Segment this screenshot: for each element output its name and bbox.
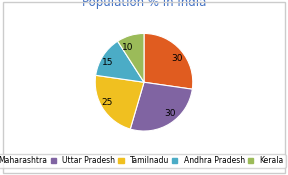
Text: 15: 15 [102,58,113,67]
Text: 25: 25 [102,97,113,107]
Wedge shape [96,41,144,82]
Legend: Maharashtra, Uttar Pradesh, Tamilnadu, Andhra Pradesh, Kerala: Maharashtra, Uttar Pradesh, Tamilnadu, A… [0,154,286,168]
Wedge shape [118,33,144,82]
Text: 10: 10 [122,43,134,52]
Wedge shape [95,75,144,129]
Text: 30: 30 [164,108,175,118]
Title: Population % in India: Population % in India [82,0,206,9]
Wedge shape [144,33,193,89]
Wedge shape [130,82,192,131]
Text: 30: 30 [172,54,183,63]
